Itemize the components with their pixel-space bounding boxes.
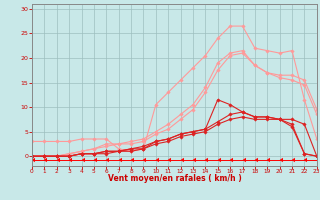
X-axis label: Vent moyen/en rafales ( km/h ): Vent moyen/en rafales ( km/h ) [108, 174, 241, 183]
